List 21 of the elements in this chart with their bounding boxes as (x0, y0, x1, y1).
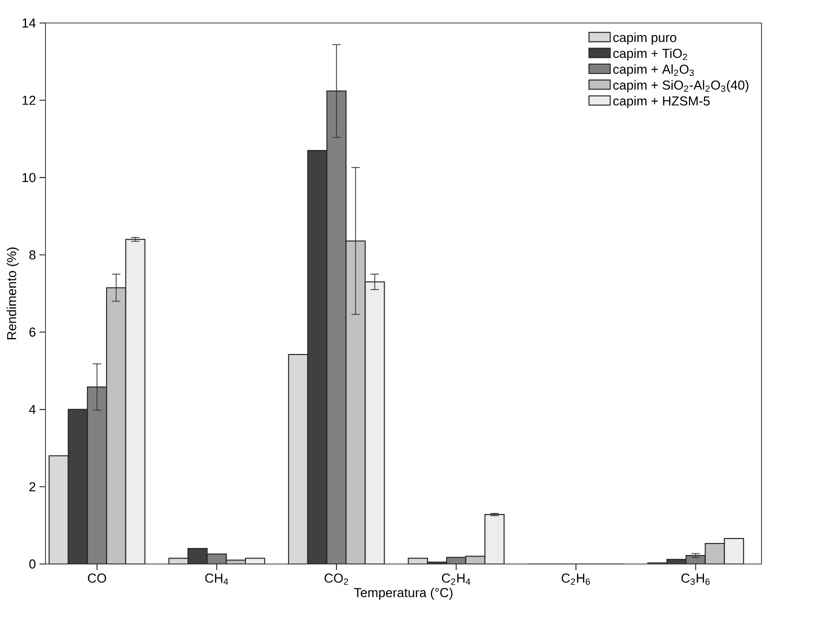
y-tick-label: 8 (29, 250, 36, 260)
y-tick-label: 14 (22, 18, 36, 28)
y-tick-label: 12 (22, 96, 36, 105)
x-tick-label: C$_{2}$H$_{6}$ (562, 574, 590, 585)
legend-label: capim + SiO$_{2}$-Al$_{2}$O$_{3}$(40) (613, 80, 748, 92)
y-tick-label: 2 (29, 482, 36, 492)
y-axis-title: Rendimento (%) (6, 248, 19, 340)
y-tick-label: 10 (22, 172, 36, 182)
x-tick-label: CO$_{2}$ (324, 574, 348, 585)
x-tick-label: CH$_{4}$ (205, 574, 228, 585)
y-tick-label: 4 (29, 404, 36, 414)
y-tick-label: 0 (29, 559, 36, 569)
legend-label: capim + HZSM-5 (613, 96, 710, 108)
legend-label: capim + TiO$_{2}$ (613, 48, 687, 61)
x-tick-label: C$_{3}$H$_{6}$ (681, 574, 710, 585)
x-axis-title: Temperatura (°C) (354, 588, 452, 600)
y-tick-label: 6 (29, 328, 36, 337)
x-tick-label: C$_{2}$H$_{4}$ (442, 574, 470, 585)
legend-label: capim puro (613, 32, 676, 45)
x-tick-label: CO (88, 574, 106, 583)
legend-label: capim + Al$_{2}$O$_{3}$ (613, 64, 694, 76)
